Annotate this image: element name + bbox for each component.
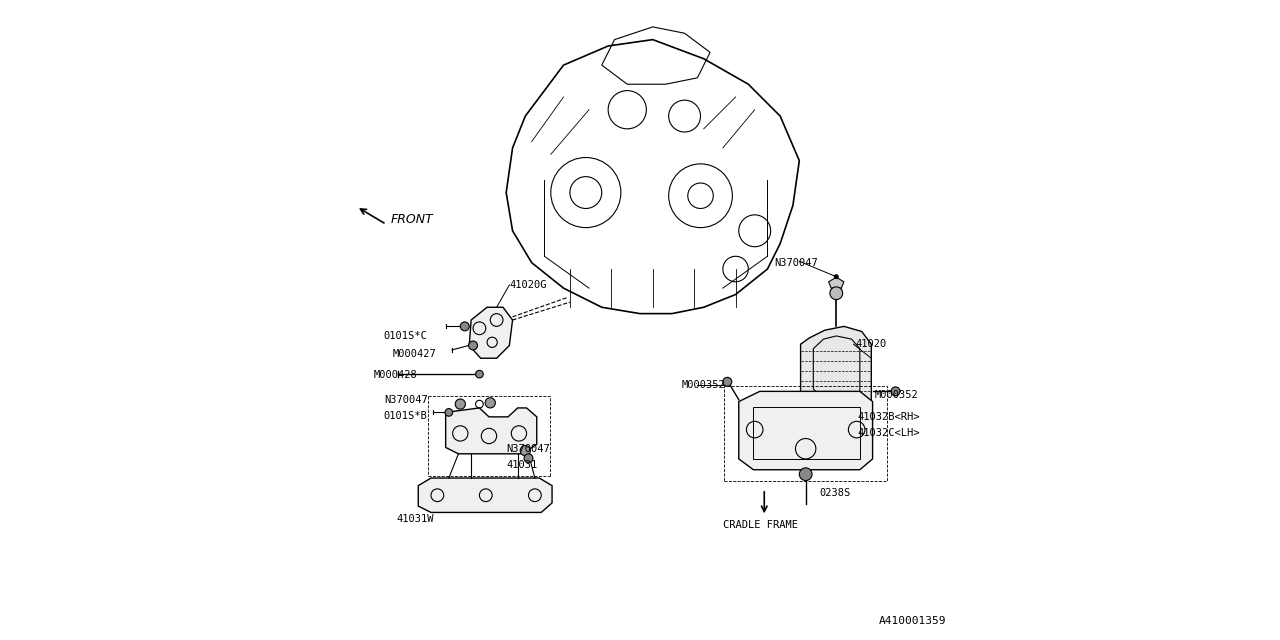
Circle shape — [456, 399, 466, 409]
Polygon shape — [800, 326, 872, 417]
Bar — [754, 406, 860, 459]
Text: M000427: M000427 — [393, 349, 436, 359]
Text: M000352: M000352 — [874, 390, 918, 400]
Circle shape — [461, 322, 470, 331]
Circle shape — [445, 408, 453, 416]
Text: M000352: M000352 — [681, 380, 726, 390]
Circle shape — [524, 454, 532, 463]
Circle shape — [520, 445, 530, 456]
Circle shape — [891, 387, 900, 396]
Polygon shape — [470, 307, 512, 358]
Polygon shape — [739, 392, 873, 470]
Text: A410001359: A410001359 — [878, 616, 946, 626]
Text: 0101S*C: 0101S*C — [384, 331, 428, 341]
Circle shape — [829, 287, 842, 300]
Circle shape — [799, 468, 812, 481]
Circle shape — [476, 371, 484, 378]
Text: FRONT: FRONT — [390, 212, 433, 226]
Bar — [724, 387, 887, 481]
Text: 41032B<RH>: 41032B<RH> — [858, 412, 920, 422]
Circle shape — [835, 275, 838, 278]
Text: 41031: 41031 — [506, 460, 538, 470]
Polygon shape — [445, 408, 536, 454]
Text: N370047: N370047 — [384, 395, 428, 404]
Text: 0101S*B: 0101S*B — [384, 411, 428, 420]
Text: CRADLE FRAME: CRADLE FRAME — [723, 520, 797, 530]
Text: 41020G: 41020G — [509, 280, 547, 290]
Polygon shape — [419, 478, 552, 513]
Text: N370047: N370047 — [774, 258, 818, 268]
Text: 41032C<LH>: 41032C<LH> — [858, 428, 920, 438]
Circle shape — [468, 341, 477, 350]
Polygon shape — [828, 277, 844, 288]
Text: 41031W: 41031W — [397, 514, 434, 524]
Circle shape — [485, 397, 495, 408]
Text: M000428: M000428 — [374, 371, 417, 380]
Text: 0238S: 0238S — [819, 488, 851, 499]
Circle shape — [723, 378, 732, 387]
Text: N370047: N370047 — [506, 444, 550, 454]
Text: 41020: 41020 — [855, 339, 887, 349]
